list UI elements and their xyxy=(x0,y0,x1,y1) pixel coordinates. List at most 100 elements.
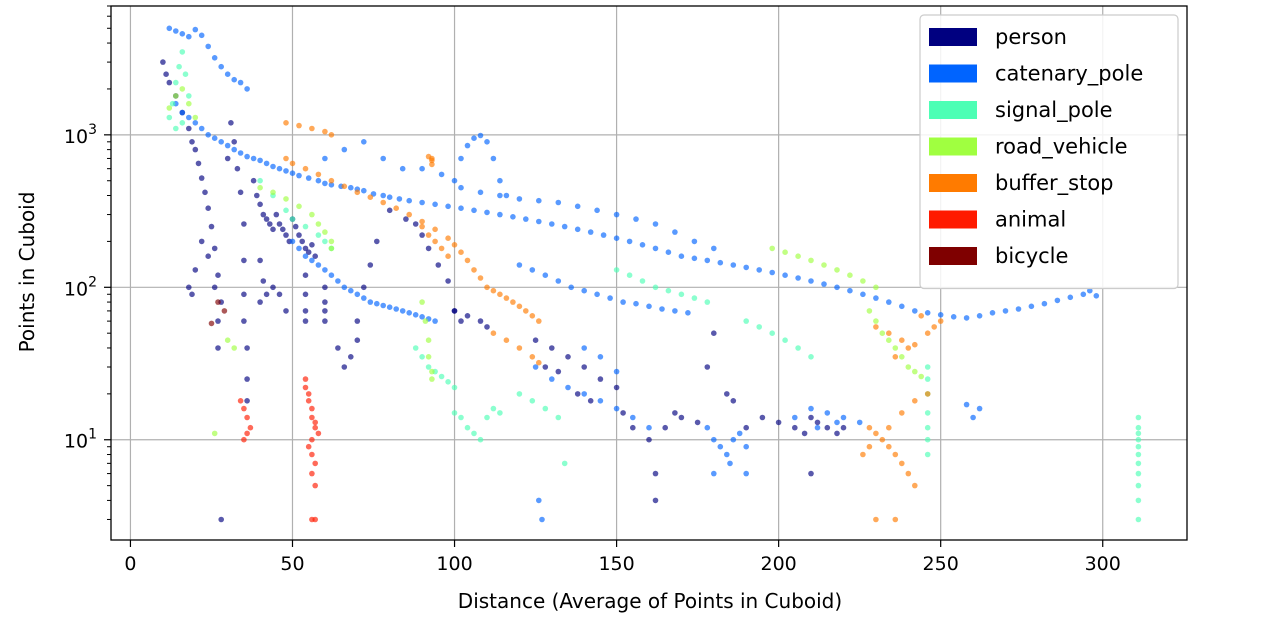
data-point xyxy=(477,318,484,324)
data-point xyxy=(309,211,315,218)
data-point xyxy=(963,401,970,408)
data-point xyxy=(574,203,581,210)
data-point xyxy=(250,155,257,162)
data-point xyxy=(312,460,319,467)
data-point xyxy=(549,221,555,227)
data-point xyxy=(782,337,788,344)
data-point xyxy=(532,364,539,370)
data-point xyxy=(192,26,199,33)
data-point xyxy=(704,257,711,264)
legend-label: buffer_stop xyxy=(995,171,1114,196)
data-point xyxy=(756,267,762,273)
data-point xyxy=(678,291,685,298)
data-point xyxy=(445,203,451,210)
data-point xyxy=(814,424,821,431)
data-point xyxy=(374,238,380,245)
data-point xyxy=(189,291,195,298)
data-point xyxy=(270,189,276,196)
data-point xyxy=(458,414,464,421)
data-point xyxy=(523,308,529,314)
data-point xyxy=(613,267,620,273)
data-point xyxy=(315,262,322,268)
data-point xyxy=(597,376,604,382)
data-point xyxy=(1135,482,1142,489)
data-point xyxy=(228,120,234,126)
data-point xyxy=(305,175,312,181)
data-point xyxy=(361,187,367,194)
data-point xyxy=(633,216,639,222)
data-point xyxy=(237,150,244,156)
data-point xyxy=(166,25,173,32)
data-point xyxy=(1135,460,1142,467)
data-point xyxy=(322,318,328,324)
data-point xyxy=(315,177,322,184)
data-point xyxy=(289,160,296,167)
data-point xyxy=(399,308,406,314)
data-point xyxy=(607,295,613,301)
data-point xyxy=(626,272,633,279)
data-point xyxy=(646,303,652,310)
data-point xyxy=(497,211,503,218)
data-point xyxy=(361,284,367,291)
data-point xyxy=(322,155,328,162)
legend-label: road_vehicle xyxy=(995,135,1128,160)
data-point xyxy=(886,299,892,305)
legend: person catenary_pole signal_pole road_vehic… xyxy=(919,14,1179,290)
data-point xyxy=(169,100,176,107)
data-point xyxy=(393,306,400,312)
data-point xyxy=(305,249,312,255)
data-point xyxy=(309,451,315,458)
data-point xyxy=(1067,294,1074,301)
data-point xyxy=(218,516,224,523)
data-point xyxy=(231,76,237,83)
data-point xyxy=(309,414,315,421)
data-point xyxy=(1054,297,1061,304)
data-point xyxy=(263,160,270,167)
data-point xyxy=(759,414,766,421)
data-point xyxy=(542,272,549,279)
data-point xyxy=(808,257,814,264)
data-point xyxy=(315,232,322,238)
data-point xyxy=(241,221,247,227)
data-point xyxy=(970,414,976,421)
data-point xyxy=(211,135,218,141)
data-point xyxy=(886,424,892,431)
data-point xyxy=(435,262,442,268)
data-point xyxy=(309,405,315,412)
data-point xyxy=(792,414,798,421)
data-point xyxy=(322,180,328,187)
data-point xyxy=(361,139,367,145)
data-point xyxy=(924,364,931,370)
y-axis-title: Points in Cuboid xyxy=(15,192,39,353)
data-point xyxy=(873,295,879,301)
data-point xyxy=(873,318,879,324)
data-point xyxy=(539,516,545,523)
data-point xyxy=(215,318,221,324)
data-point xyxy=(380,302,387,309)
data-point xyxy=(678,414,685,421)
data-point xyxy=(905,470,912,477)
data-point xyxy=(471,267,477,273)
data-point xyxy=(406,197,413,204)
data-point xyxy=(296,245,302,252)
data-point xyxy=(283,196,289,202)
data-point xyxy=(354,291,361,298)
data-point xyxy=(458,184,464,191)
data-point xyxy=(484,414,490,421)
data-point xyxy=(429,376,435,382)
data-point xyxy=(840,424,847,431)
data-point xyxy=(717,443,724,450)
data-point xyxy=(367,194,374,200)
data-point xyxy=(834,267,840,273)
y-axis-ticks: 101 102 103 xyxy=(64,5,111,520)
data-point xyxy=(516,303,523,310)
data-point xyxy=(195,160,202,167)
data-point xyxy=(529,354,536,360)
data-point xyxy=(399,165,406,172)
legend-swatch xyxy=(929,247,977,265)
data-point xyxy=(711,330,717,337)
data-point xyxy=(315,171,322,178)
data-point xyxy=(555,278,562,284)
data-point xyxy=(312,424,319,431)
data-point xyxy=(464,257,471,264)
